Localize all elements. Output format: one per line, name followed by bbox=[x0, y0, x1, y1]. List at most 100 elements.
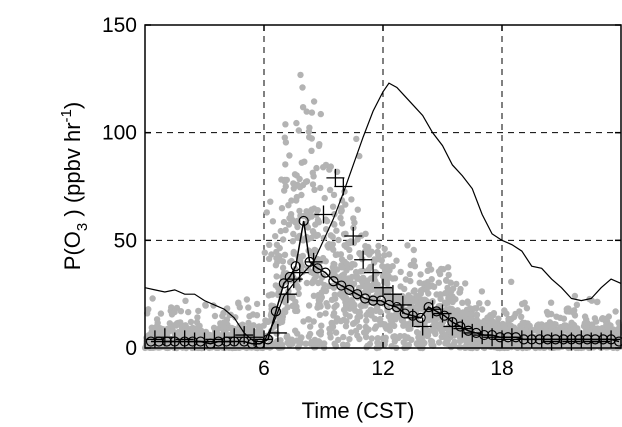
scatter-point bbox=[582, 325, 590, 332]
scatter-point bbox=[298, 159, 305, 166]
scatter-point bbox=[461, 344, 469, 351]
y-tick-label: 150 bbox=[102, 14, 137, 37]
scatter-point bbox=[321, 194, 328, 202]
scatter-point bbox=[352, 327, 360, 335]
scatter-point bbox=[303, 279, 311, 287]
scatter-point bbox=[307, 323, 314, 330]
scatter-point bbox=[185, 308, 192, 316]
scatter-point bbox=[211, 312, 219, 320]
scatter-point bbox=[297, 71, 304, 79]
scatter-point bbox=[365, 326, 372, 333]
scatter-point bbox=[367, 263, 374, 271]
scatter-point bbox=[560, 315, 568, 322]
scatter-point bbox=[581, 313, 589, 320]
scatter-point bbox=[331, 291, 338, 298]
scatter-point bbox=[426, 328, 433, 335]
scatter-point bbox=[305, 302, 313, 309]
scatter-point bbox=[294, 223, 301, 231]
scatter-point bbox=[392, 294, 400, 302]
scatter-point bbox=[288, 197, 295, 204]
scatter-point bbox=[382, 324, 389, 331]
scatter-point bbox=[310, 318, 317, 325]
scatter-point bbox=[346, 336, 353, 343]
scatter-point bbox=[308, 234, 315, 242]
scatter-point bbox=[449, 298, 456, 306]
scatter-point bbox=[182, 297, 189, 304]
scatter-point bbox=[508, 278, 515, 285]
scatter-point bbox=[464, 298, 471, 305]
scatter-point bbox=[194, 324, 201, 332]
scatter-point bbox=[390, 333, 397, 340]
mean-circle-marker bbox=[383, 299, 395, 311]
scatter-point bbox=[367, 306, 374, 313]
scatter-point bbox=[503, 310, 510, 317]
scatter-point bbox=[265, 255, 273, 262]
scatter-point bbox=[459, 299, 466, 306]
scatter-point bbox=[495, 315, 502, 322]
scatter-point bbox=[273, 273, 280, 280]
scatter-point bbox=[306, 330, 314, 338]
scatter-point bbox=[253, 312, 261, 319]
scatter-point bbox=[605, 313, 612, 320]
scatter-point bbox=[326, 186, 334, 194]
scatter-point bbox=[421, 296, 428, 303]
scatter-point bbox=[397, 268, 404, 276]
scatter-point bbox=[405, 325, 412, 332]
scatter-point bbox=[363, 317, 370, 324]
scatter-point bbox=[362, 333, 370, 341]
scatter-point bbox=[309, 181, 317, 188]
scatter-point bbox=[387, 321, 394, 329]
scatter-point bbox=[543, 308, 551, 316]
plus-marker bbox=[443, 317, 462, 336]
scatter-point bbox=[295, 127, 302, 134]
scatter-point bbox=[343, 318, 350, 325]
scatter-point bbox=[327, 232, 334, 239]
scatter-point bbox=[280, 218, 288, 226]
scatter-point bbox=[408, 336, 415, 343]
scatter-point bbox=[323, 300, 330, 307]
scatter-point bbox=[346, 313, 353, 320]
scatter-point bbox=[328, 323, 336, 330]
scatter-point bbox=[226, 311, 233, 319]
scatter-point bbox=[368, 248, 375, 255]
scatter-point bbox=[476, 300, 483, 307]
mean-circle-marker bbox=[367, 295, 379, 306]
scatter-point bbox=[328, 242, 335, 250]
scatter-point bbox=[278, 205, 286, 212]
line-series bbox=[144, 82, 622, 351]
scatter-point bbox=[232, 314, 239, 321]
scatter-point bbox=[467, 310, 474, 318]
scatter-point bbox=[501, 323, 508, 331]
scatter-point bbox=[479, 306, 486, 313]
scatter-point bbox=[316, 311, 324, 319]
scatter-point bbox=[333, 227, 340, 234]
scatter-point bbox=[194, 314, 201, 321]
scatter-point bbox=[277, 227, 284, 235]
scatter-point bbox=[282, 183, 289, 190]
scatter-point bbox=[508, 315, 515, 323]
scatter-point bbox=[471, 343, 479, 351]
scatter-point bbox=[451, 338, 458, 346]
scatter-point bbox=[248, 323, 255, 330]
scatter-point bbox=[346, 239, 354, 247]
scatter-point bbox=[375, 252, 382, 259]
scatter-point bbox=[338, 205, 345, 212]
plus-marker bbox=[334, 177, 353, 196]
scatter-point bbox=[318, 274, 326, 281]
scatter-point bbox=[523, 305, 531, 312]
scatter-point bbox=[309, 169, 316, 176]
scatter-point bbox=[300, 318, 307, 325]
y-axis-title: P(O3 ) (ppbv hr-1) bbox=[58, 102, 91, 270]
scatter-point bbox=[547, 329, 554, 337]
scatter-point bbox=[319, 257, 326, 264]
scatter-point bbox=[186, 328, 193, 336]
scatter-point bbox=[473, 311, 481, 318]
scatter-point bbox=[518, 313, 525, 320]
scatter-point bbox=[478, 288, 486, 295]
scatter-point bbox=[542, 327, 549, 335]
mean-circle-marker bbox=[391, 301, 402, 313]
scatter-point bbox=[410, 246, 417, 254]
scatter-point bbox=[371, 325, 379, 332]
scatter-point bbox=[354, 206, 361, 213]
scatter-point bbox=[410, 262, 418, 269]
